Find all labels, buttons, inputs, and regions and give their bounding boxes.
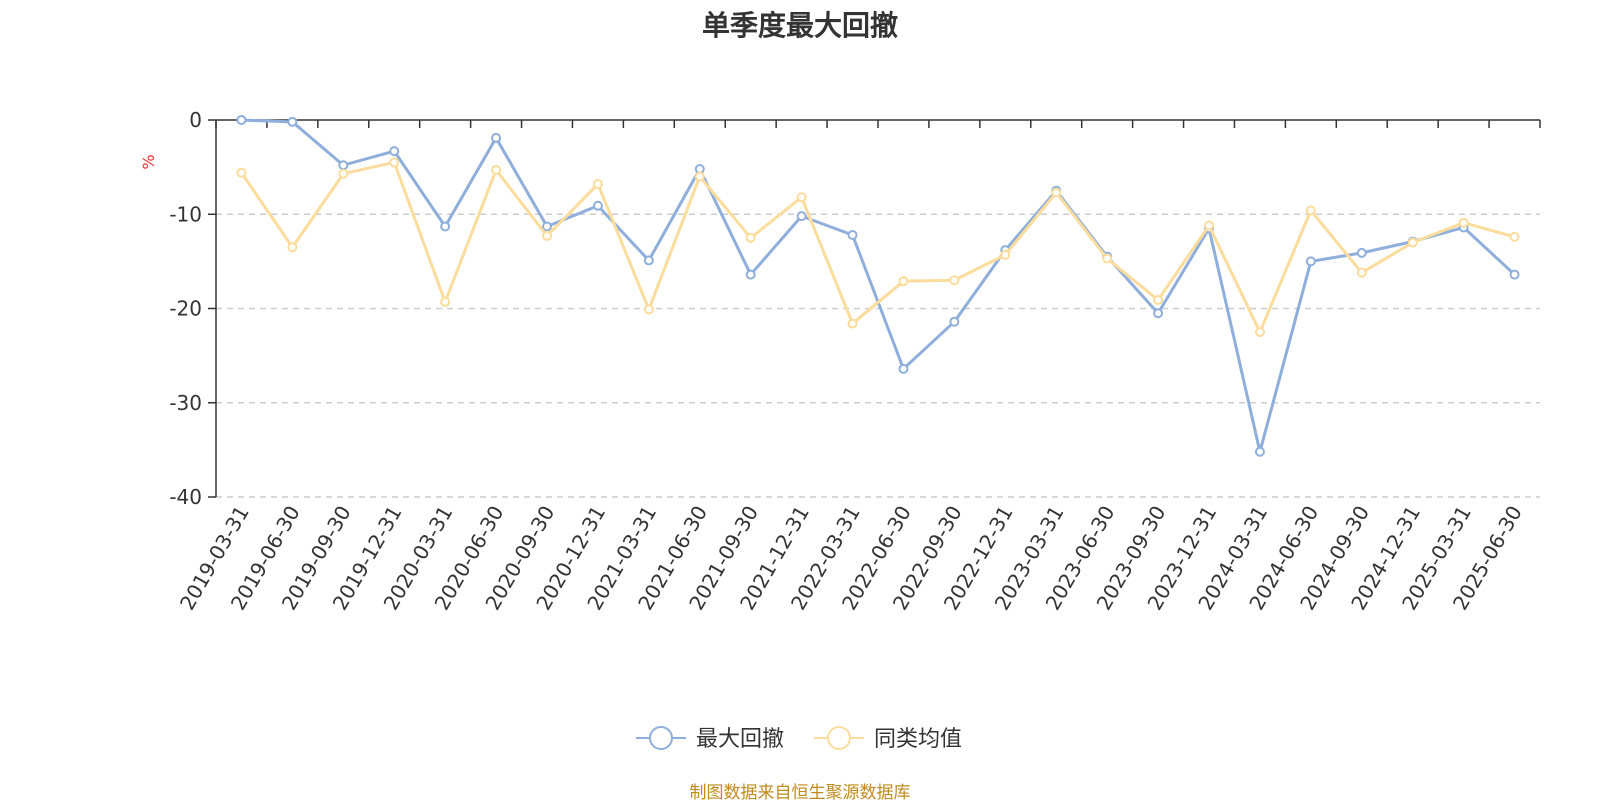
- legend[interactable]: 最大回撤 同类均值: [636, 726, 962, 752]
- y-tick-label: -10: [169, 202, 202, 226]
- data-point[interactable]: [745, 232, 756, 243]
- data-point[interactable]: [898, 363, 909, 374]
- series-2: [236, 157, 1520, 338]
- legend-label: 最大回撤: [696, 727, 784, 752]
- data-point[interactable]: [338, 168, 349, 179]
- legend-label: 同类均值: [874, 727, 962, 752]
- data-point[interactable]: [1305, 205, 1316, 216]
- data-point[interactable]: [1102, 253, 1113, 264]
- y-tick-label: -30: [169, 391, 202, 415]
- data-point[interactable]: [694, 171, 705, 182]
- data-point[interactable]: [1509, 231, 1520, 242]
- data-point[interactable]: [745, 269, 756, 280]
- y-tick-label: 0: [189, 108, 202, 132]
- data-point[interactable]: [491, 132, 502, 143]
- data-point[interactable]: [389, 157, 400, 168]
- data-point[interactable]: [236, 167, 247, 178]
- series-line: [240, 160, 1515, 334]
- data-point[interactable]: [847, 229, 858, 240]
- series-1: [236, 115, 1520, 457]
- data-point[interactable]: [1254, 446, 1265, 457]
- chart-title: 单季度最大回撤: [701, 9, 898, 42]
- legend-item-1[interactable]: 最大回撤: [636, 726, 784, 752]
- data-point[interactable]: [542, 221, 552, 232]
- data-point[interactable]: [1458, 217, 1469, 228]
- series-lines: [236, 115, 1520, 457]
- data-point[interactable]: [1407, 237, 1418, 248]
- data-point[interactable]: [796, 192, 807, 203]
- data-point[interactable]: [236, 115, 247, 125]
- source-note: 制图数据来自恒生聚源数据库: [689, 783, 911, 803]
- data-point[interactable]: [1051, 187, 1062, 198]
- data-point[interactable]: [287, 242, 298, 253]
- data-point[interactable]: [949, 316, 960, 327]
- data-point[interactable]: [1356, 267, 1367, 278]
- data-point[interactable]: [440, 221, 451, 232]
- axes: 0-10-20-30-402019-03-312019-06-302019-09…: [169, 108, 1541, 614]
- data-point[interactable]: [1204, 220, 1214, 231]
- legend-marker: [649, 726, 673, 750]
- data-point[interactable]: [1000, 249, 1011, 260]
- legend-marker: [827, 726, 851, 750]
- data-point[interactable]: [949, 275, 960, 286]
- data-point[interactable]: [338, 160, 349, 171]
- data-point[interactable]: [592, 200, 603, 211]
- y-tick-label: -20: [169, 297, 202, 321]
- data-point[interactable]: [1153, 308, 1164, 319]
- data-point[interactable]: [542, 230, 552, 241]
- data-point[interactable]: [389, 146, 400, 157]
- data-point[interactable]: [847, 318, 858, 329]
- data-point[interactable]: [592, 179, 603, 190]
- data-point[interactable]: [898, 276, 909, 287]
- series-line: [241, 118, 1516, 454]
- data-point[interactable]: [1509, 269, 1520, 280]
- data-point[interactable]: [1356, 247, 1367, 258]
- data-point[interactable]: [1305, 256, 1316, 267]
- data-point[interactable]: [491, 164, 502, 175]
- y-tick-label: -40: [169, 485, 202, 509]
- y-unit-label: %: [139, 154, 158, 169]
- data-point[interactable]: [796, 211, 807, 222]
- data-point[interactable]: [1153, 295, 1164, 306]
- data-point[interactable]: [643, 255, 654, 266]
- legend-item-2[interactable]: 同类均值: [814, 726, 962, 752]
- data-point[interactable]: [643, 304, 654, 315]
- data-point[interactable]: [287, 116, 298, 127]
- data-point[interactable]: [440, 296, 451, 307]
- data-point[interactable]: [1254, 327, 1265, 338]
